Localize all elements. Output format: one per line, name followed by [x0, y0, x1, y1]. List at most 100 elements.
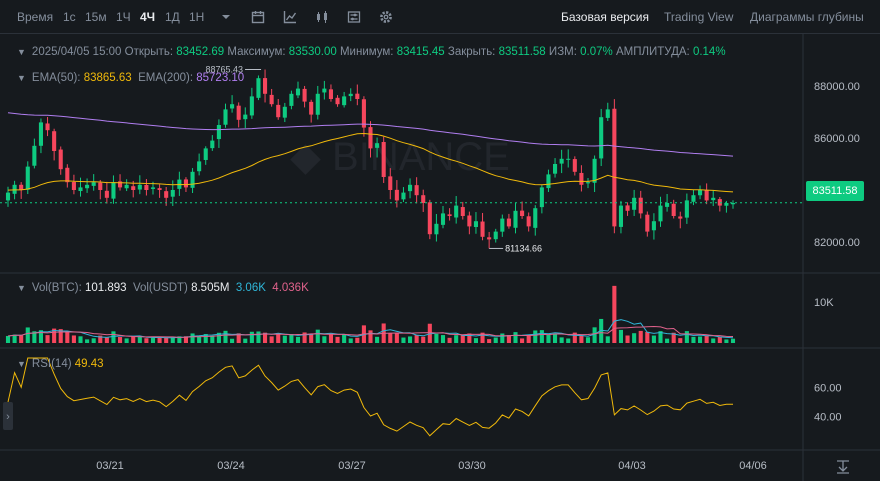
candle-body: [487, 237, 492, 240]
x-axis-tick-label: 03/27: [338, 460, 366, 472]
ema200-line: [7, 112, 734, 157]
view-depth[interactable]: Диаграммы глубины: [750, 10, 864, 24]
candle-body: [348, 93, 353, 97]
timeframe-15m[interactable]: 15м: [85, 10, 107, 24]
volume-bar: [78, 336, 83, 343]
gear-icon[interactable]: [379, 10, 393, 24]
volume-bar: [170, 337, 175, 343]
amplitude-label: АМПЛИТУДА:: [615, 46, 690, 58]
volume-bar: [487, 339, 492, 343]
candle-body: [45, 123, 50, 131]
volume-bar: [263, 332, 268, 343]
volume-bar: [645, 331, 650, 343]
volume-bar: [691, 336, 696, 343]
volume-bar: [671, 332, 676, 343]
candle-body: [506, 218, 511, 227]
candle-body: [65, 167, 70, 183]
candle-body: [144, 184, 149, 190]
collapse-chevron-icon[interactable]: ▼: [17, 47, 26, 57]
timeframe-1w[interactable]: 1Н: [189, 10, 205, 24]
ema-chevron-icon[interactable]: ▼: [17, 73, 26, 83]
volume-bar: [698, 336, 703, 343]
candle-body: [440, 213, 446, 225]
volume-bar: [612, 285, 617, 343]
volume-bar: [427, 323, 432, 343]
volume-bar: [605, 336, 610, 343]
volume-bar: [394, 333, 399, 343]
volume-bar: [58, 329, 63, 343]
candle-body: [137, 184, 142, 190]
volume-bar: [572, 332, 577, 343]
high-label: Максимум:: [227, 46, 286, 58]
candle-body: [263, 78, 268, 94]
chevron-down-icon[interactable]: [219, 10, 233, 24]
volume-bar: [704, 335, 709, 343]
volume-bar: [203, 334, 208, 343]
vol-btc-value: 101.893: [84, 282, 127, 294]
candle-type-icon[interactable]: [315, 10, 329, 24]
candle-body: [638, 197, 643, 214]
close-value: 83511.58: [498, 46, 546, 58]
view-tradingview[interactable]: Trading View: [664, 10, 734, 24]
candle-body: [513, 210, 518, 228]
candle-body: [671, 203, 676, 216]
candle-body: [480, 221, 485, 237]
volume-bar: [137, 336, 142, 343]
volume-bar: [513, 332, 518, 343]
candle-body: [651, 221, 656, 231]
candle-body: [269, 94, 274, 105]
candle-body: [355, 93, 360, 99]
view-basic[interactable]: Базовая версия: [561, 10, 649, 24]
candle-body: [295, 88, 301, 96]
vol-chevron-icon[interactable]: ▼: [17, 283, 26, 293]
volume-bar: [665, 338, 670, 343]
candle-body: [25, 166, 30, 190]
min-price-label: 81134.66: [505, 243, 542, 253]
volume-bar: [625, 335, 630, 343]
timeframe-1h[interactable]: 1Ч: [116, 10, 131, 24]
candle-body: [164, 191, 169, 198]
timeframe-time[interactable]: Время: [17, 10, 54, 24]
volume-bar: [328, 334, 333, 343]
volume-bar: [566, 338, 571, 343]
candle-body: [368, 127, 373, 149]
volume-bar: [302, 332, 307, 343]
candle-body: [309, 101, 314, 115]
candle-body: [118, 181, 123, 188]
volume-bar: [295, 336, 301, 343]
volume-bar: [19, 335, 24, 343]
candle-body: [328, 89, 333, 99]
candle-body: [19, 184, 24, 190]
timeframe-4h[interactable]: 4Ч: [140, 10, 156, 24]
volume-bar: [236, 333, 241, 343]
volume-bar: [539, 330, 544, 343]
calendar-icon[interactable]: [251, 10, 265, 24]
volume-bar: [724, 339, 729, 343]
indicator-icon[interactable]: [283, 10, 297, 24]
candle-body: [612, 108, 617, 227]
volume-bar: [269, 336, 274, 343]
candle-body: [730, 203, 736, 205]
volume-bar: [526, 334, 531, 343]
candle-body: [658, 205, 663, 222]
ohlc-date: 2025/04/05 15:00: [31, 46, 122, 58]
volume-bar: [434, 333, 439, 343]
volume-bar: [546, 334, 551, 343]
rsi-chevron-icon[interactable]: ▼: [17, 359, 26, 369]
candle-body: [104, 190, 109, 198]
candle-body: [236, 105, 241, 120]
axis-settings-icon[interactable]: [837, 460, 849, 474]
settings-sliders-icon[interactable]: [347, 10, 361, 24]
timeframe-1s[interactable]: 1с: [63, 10, 76, 24]
price-tick-label: 88000.00: [814, 81, 860, 93]
x-axis-tick-label: 04/06: [739, 460, 767, 472]
ohlc-info: ▼ 2025/04/05 15:00 Открыть: 83452.69 Макс…: [17, 46, 726, 58]
candle-body: [434, 223, 439, 235]
volume-bar: [473, 338, 478, 343]
volume-bar: [348, 338, 353, 343]
vol-usdt-value: 8.505M: [191, 282, 230, 294]
timeframe-1d[interactable]: 1Д: [165, 10, 180, 24]
candle-body: [592, 158, 597, 183]
sidebar-handle: [3, 402, 13, 430]
